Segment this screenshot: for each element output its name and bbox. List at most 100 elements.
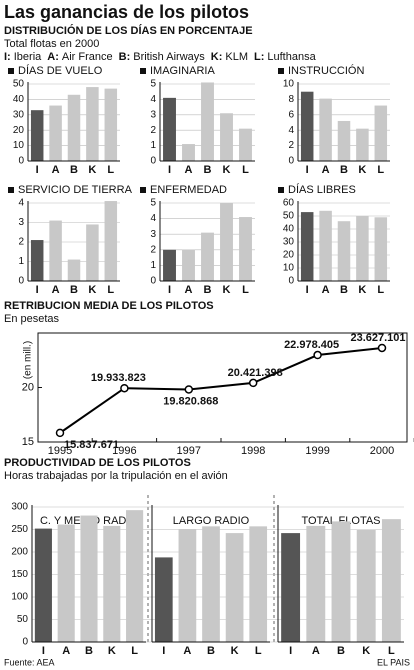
- y-tick-label: 0: [288, 276, 294, 287]
- x-tick-label: L: [107, 164, 114, 176]
- y-tick-label: 20: [13, 125, 25, 136]
- x-tick-label: A: [322, 284, 330, 296]
- bullet: [140, 187, 146, 193]
- x-tick-label: I: [306, 164, 309, 176]
- y-tick-label: 4: [150, 94, 156, 105]
- bar: [103, 525, 121, 642]
- x-tick-label: I: [162, 645, 165, 657]
- panel-title: INSTRUCCIÓN: [288, 64, 364, 77]
- bar: [239, 128, 252, 161]
- x-tick-label: L: [242, 284, 249, 296]
- x-tick-label: B: [204, 284, 212, 296]
- bar: [300, 212, 314, 281]
- x-tick-label: I: [306, 284, 309, 296]
- x-tick-label: A: [183, 645, 191, 657]
- y-tick-label: 40: [13, 94, 25, 105]
- panel-title: DÍAS DE VUELO: [18, 64, 103, 77]
- bar: [337, 221, 351, 281]
- bullet: [140, 68, 146, 74]
- panel-title: ENFERMEDAD: [150, 184, 227, 196]
- bar: [374, 217, 388, 281]
- y-tick-label: 0: [150, 156, 156, 167]
- legend-entry: L: Lufthansa: [254, 51, 317, 63]
- point: [184, 385, 194, 394]
- legend-entry: I: Iberia: [4, 51, 42, 63]
- bar: [337, 120, 351, 161]
- value-label: 15.837.671: [64, 439, 119, 451]
- bar: [281, 533, 301, 642]
- bar: [163, 249, 176, 281]
- y-tick-label: 4: [288, 125, 294, 136]
- panel-title: DÍAS LIBRES: [288, 183, 356, 196]
- bar: [86, 224, 99, 281]
- y-tick-label: 300: [11, 502, 28, 513]
- legend-name: Iberia: [14, 51, 42, 63]
- panel-title: IMAGINARIA: [150, 65, 215, 77]
- x-tick-label: L: [242, 164, 249, 176]
- bar: [182, 249, 195, 281]
- y-tick-label: 0: [18, 156, 24, 167]
- section-subtitle: Horas trabajadas por la tripulación en e…: [4, 470, 228, 482]
- y-tick-label: 60: [283, 198, 295, 209]
- bar: [154, 557, 173, 642]
- section-title: PRODUCTIVIDAD DE LOS PILOTOS: [4, 457, 191, 469]
- bar: [163, 97, 176, 161]
- bullet: [8, 68, 14, 74]
- y-tick-label: 50: [13, 79, 25, 90]
- y-tick-label: 2: [288, 140, 294, 151]
- y-tick-label: 3: [150, 109, 156, 120]
- value-label: 22.978.405: [284, 339, 339, 351]
- bar: [319, 98, 332, 161]
- x-tick-label: 1997: [177, 445, 201, 457]
- line: [59, 346, 383, 434]
- x-tick-label: B: [85, 645, 93, 657]
- bar: [331, 521, 351, 642]
- point: [120, 383, 129, 393]
- y-tick-label: 30: [13, 109, 25, 120]
- bar: [220, 113, 233, 161]
- x-tick-label: I: [36, 284, 39, 296]
- x-tick-label: 1996: [112, 445, 136, 457]
- source: Fuente: AEA: [4, 657, 55, 667]
- y-tick-label: 1: [150, 140, 156, 151]
- point: [377, 343, 387, 353]
- legend-key: B:: [119, 51, 131, 63]
- legend-entry: B: British Airways: [119, 51, 206, 63]
- bar: [202, 526, 220, 642]
- y-tick-label: 4: [150, 213, 156, 224]
- x-tick-label: K: [88, 164, 96, 176]
- x-tick-label: A: [185, 164, 193, 176]
- x-tick-label: L: [388, 645, 395, 657]
- bar: [30, 110, 44, 161]
- x-tick-label: 1995: [48, 445, 72, 457]
- panel-title: TOTAL FLOTAS: [301, 515, 380, 527]
- y-tick-label: 20: [22, 381, 34, 393]
- x-tick-label: 1999: [305, 445, 329, 457]
- bullet: [278, 187, 284, 193]
- bar: [30, 240, 44, 281]
- y-tick-label: 50: [17, 614, 29, 625]
- x-tick-label: K: [223, 164, 231, 176]
- section-title: RETRIBUCION MEDIA DE LOS PILOTOS: [4, 300, 214, 312]
- section-subtitle: En pesetas: [4, 313, 60, 325]
- x-tick-label: 2000: [370, 445, 394, 457]
- bar: [356, 529, 376, 642]
- y-tick-label: 1: [150, 260, 156, 271]
- y-tick-label: 2: [150, 244, 156, 255]
- point: [248, 378, 258, 388]
- bar: [356, 128, 369, 161]
- point: [313, 350, 322, 360]
- credit: EL PAIS: [377, 657, 410, 667]
- point: [55, 428, 65, 438]
- legend-entry: K: KLM: [211, 51, 248, 63]
- x-tick-label: K: [358, 164, 366, 176]
- y-tick-label: 50: [283, 211, 295, 222]
- y-tick-label: 6: [288, 109, 294, 120]
- bar: [306, 525, 326, 642]
- y-tick-label: 0: [150, 276, 156, 287]
- bar: [49, 220, 62, 281]
- x-tick-label: A: [52, 284, 60, 296]
- bar: [104, 201, 118, 281]
- bar: [34, 528, 52, 642]
